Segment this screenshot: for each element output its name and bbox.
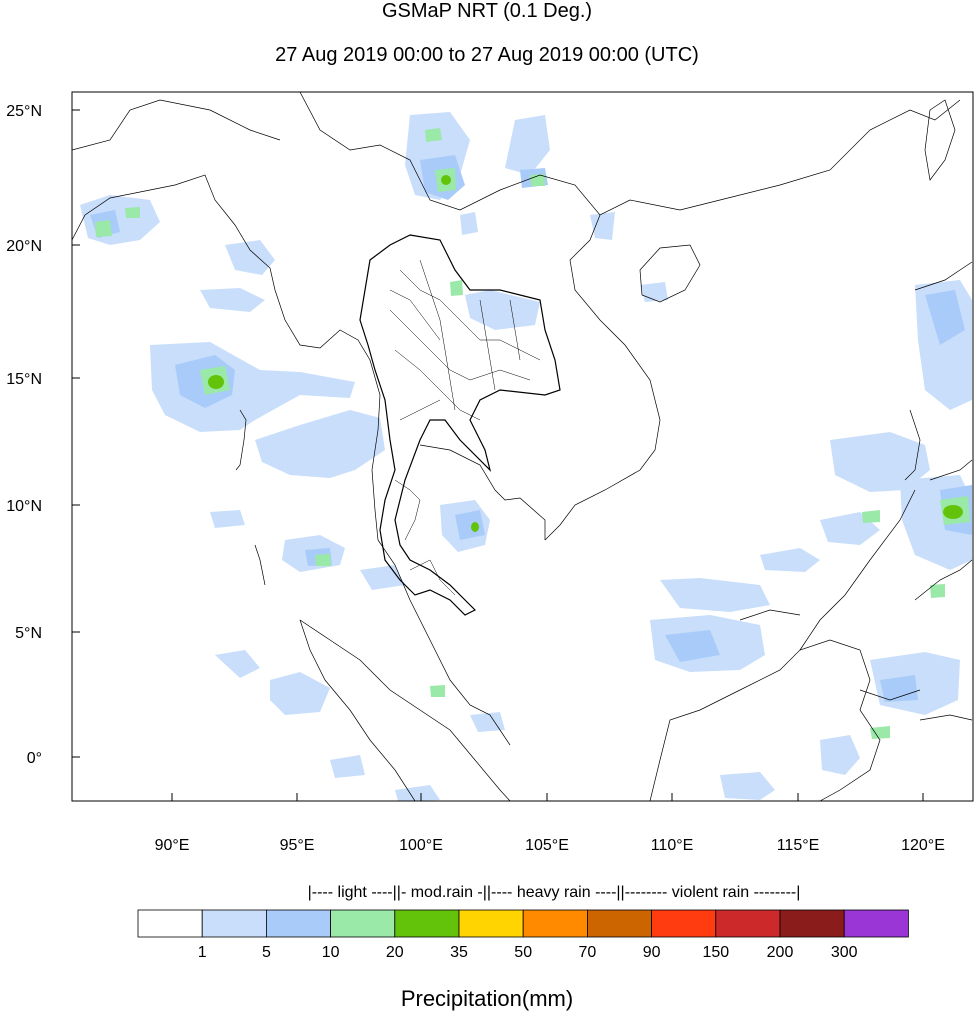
colorbar-tick-label: 5 — [262, 944, 271, 961]
province-lines — [389, 259, 541, 596]
colorbar-swatch — [651, 909, 717, 938]
lat-labels: 25°N 20°N 15°N 10°N 5°N 0° — [6, 103, 42, 767]
lon-tick-label: 110°E — [651, 837, 694, 854]
thailand-border — [359, 234, 561, 616]
lat-tick-label: 25°N — [6, 103, 42, 120]
lat-tick-label: 0° — [27, 750, 42, 767]
colorbar: |---- light ----||- mod.rain -||---- hea… — [137, 884, 909, 961]
colorbar-tick-label: 200 — [767, 944, 794, 961]
colorbar-tick-label: 90 — [643, 944, 661, 961]
lon-tick-label: 100°E — [399, 837, 443, 854]
lon-tick-label: 120°E — [901, 837, 945, 854]
colorbar-swatch — [137, 909, 203, 938]
colorbar-swatch — [522, 909, 588, 938]
colorbar-tick-labels: 1 5 10 20 35 50 70 90 150 200 300 — [198, 944, 858, 961]
colorbar-category-text: |---- light ----||- mod.rain -||---- hea… — [308, 884, 801, 901]
colorbar-swatch — [330, 909, 396, 938]
colorbar-title: Precipitation(mm) — [400, 986, 574, 1011]
colorbar-swatch — [458, 909, 524, 938]
precipitation-field — [72, 92, 973, 801]
axis-ticks — [72, 109, 924, 801]
colorbar-tick-label: 150 — [702, 944, 729, 961]
colorbar-swatch — [265, 909, 331, 938]
lat-tick-label: 15°N — [6, 371, 42, 388]
colorbar-swatch — [715, 909, 781, 938]
map-subtitle: 27 Aug 2019 00:00 to 27 Aug 2019 00:00 (… — [275, 44, 699, 66]
colorbar-tick-label: 50 — [514, 944, 532, 961]
map-frame — [71, 91, 974, 802]
lon-tick-label: 90°E — [155, 837, 190, 854]
lat-tick-label: 20°N — [6, 238, 42, 255]
colorbar-swatch — [779, 909, 845, 938]
colorbar-tick-label: 1 — [198, 944, 207, 961]
colorbar-swatch — [843, 909, 909, 938]
lon-tick-label: 115°E — [777, 837, 820, 854]
map-title: GSMaP NRT (0.1 Deg.) — [381, 0, 593, 22]
lat-tick-label: 5°N — [15, 625, 42, 642]
colorbar-tick-label: 35 — [450, 944, 468, 961]
lat-tick-label: 10°N — [6, 498, 42, 515]
colorbar-swatch — [587, 909, 653, 938]
coastlines — [72, 92, 973, 801]
lon-tick-label: 105°E — [525, 837, 569, 854]
colorbar-swatch — [394, 909, 460, 938]
colorbar-swatches — [137, 909, 909, 938]
precipitation-map: 90°E 95°E 100°E 105°E 110°E 115°E 120°E … — [6, 91, 974, 854]
colorbar-swatch — [201, 909, 267, 938]
colorbar-tick-label: 10 — [322, 944, 340, 961]
colorbar-tick-label: 70 — [579, 944, 597, 961]
colorbar-tick-label: 300 — [831, 944, 858, 961]
lon-tick-label: 95°E — [280, 837, 315, 854]
lon-labels: 90°E 95°E 100°E 105°E 110°E 115°E 120°E — [155, 837, 945, 854]
map-background — [72, 92, 973, 801]
colorbar-tick-label: 20 — [386, 944, 404, 961]
